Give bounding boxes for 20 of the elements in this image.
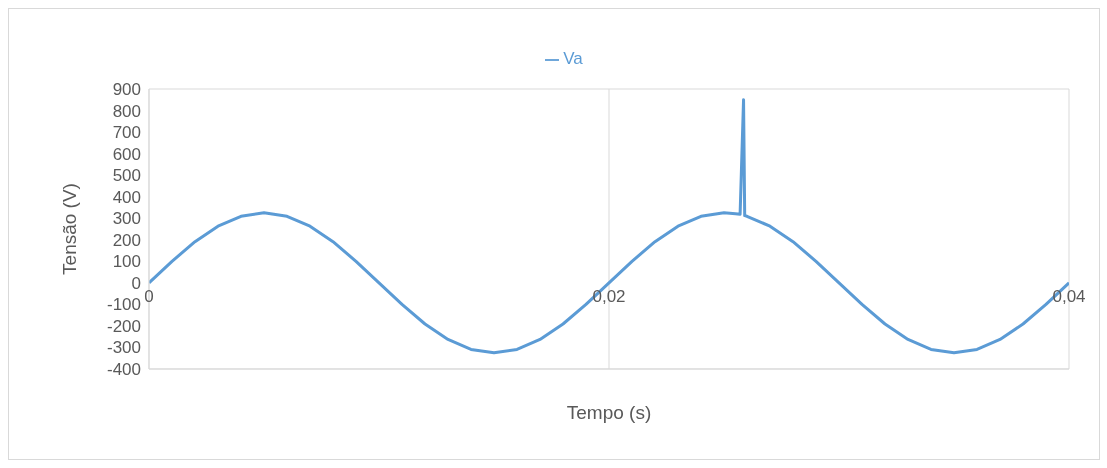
- legend-label: Va: [563, 49, 583, 68]
- y-axis-title: Tensão (V): [58, 183, 80, 275]
- y-tick-label: 200: [112, 230, 141, 250]
- y-tick-label: 400: [112, 187, 141, 207]
- y-tick-label: -400: [106, 360, 141, 380]
- y-tick-label: 600: [112, 144, 141, 164]
- y-tick-label: 100: [112, 252, 141, 272]
- y-tick-label: -100: [106, 295, 141, 315]
- y-tick-label: 500: [112, 166, 141, 186]
- y-tick-label: 900: [112, 80, 141, 100]
- y-tick-label: -200: [106, 316, 141, 336]
- x-tick-label: 0,02: [592, 286, 626, 306]
- y-tick-label: -300: [106, 338, 141, 358]
- x-tick-label: 0,04: [1052, 286, 1086, 306]
- y-tick-label: 800: [112, 101, 141, 121]
- y-tick-label: 700: [112, 123, 141, 143]
- y-tick-label: 0: [131, 273, 141, 293]
- x-axis-title: Tempo (s): [566, 402, 652, 423]
- x-tick-label: 0: [144, 286, 154, 306]
- y-tick-label: 300: [112, 209, 141, 229]
